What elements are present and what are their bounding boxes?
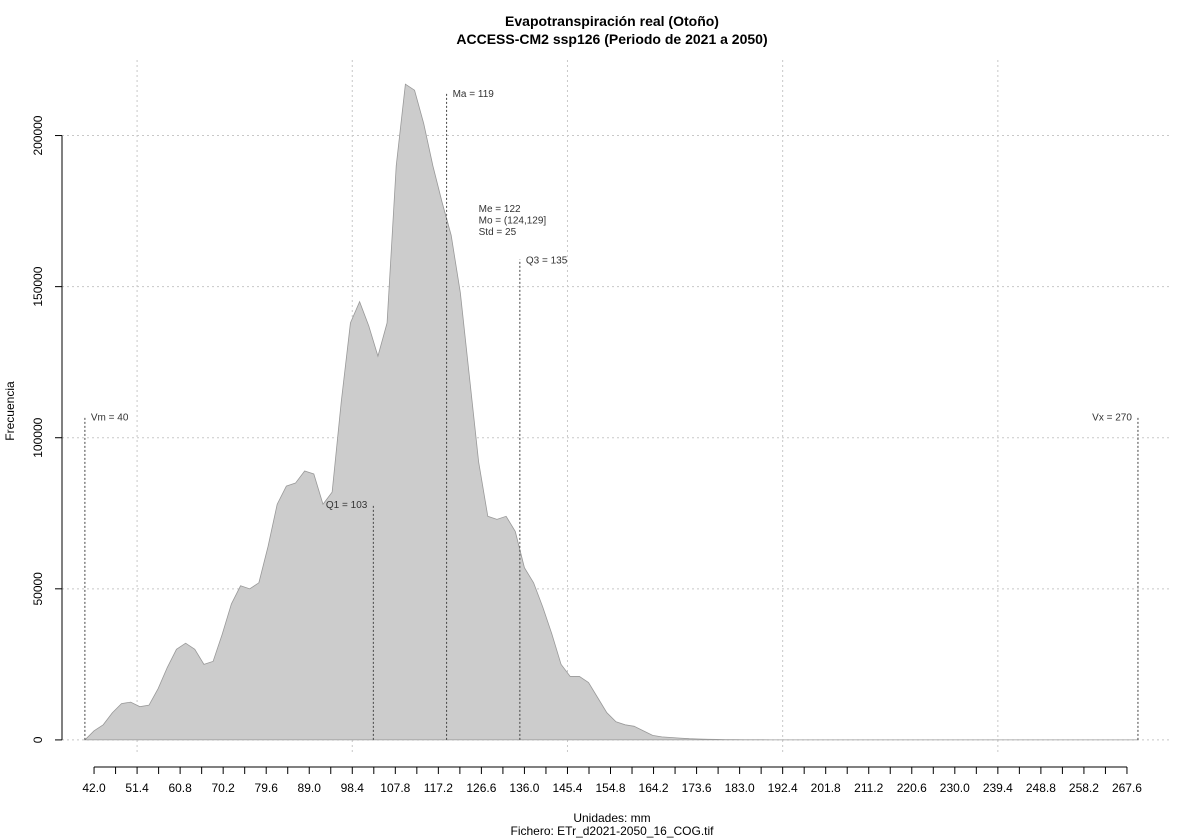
y-tick-label: 50000: [31, 572, 45, 606]
chart-subtitle: ACCESS-CM2 ssp126 (Periodo de 2021 a 205…: [456, 31, 767, 47]
x-axis: 42.0 51.4 60.8 70.2 79.6 89.0 98.4 107.8 117.2 12…: [82, 766, 1142, 795]
x-tick-label: 258.2: [1069, 781, 1099, 795]
x-tick-label: 211.2: [854, 781, 883, 795]
x-tick-label: 126.6: [466, 781, 496, 795]
x-tick-label: 107.8: [380, 781, 410, 795]
x-tick-label: 60.8: [168, 781, 192, 795]
file-caption: Fichero: ETr_d2021-2050_16_COG.tif: [511, 824, 715, 838]
stat-markers: Vm = 40 Q1 = 103 Ma = 119 Q3 = 135 Vx = 270: [84, 89, 1139, 740]
x-tick-label: 89.0: [298, 781, 322, 795]
marker-label: Q1 = 103: [326, 500, 368, 511]
x-tick-label: 248.8: [1026, 781, 1056, 795]
marker-label: Vx = 270: [1092, 413, 1132, 424]
y-tick-label: 150000: [31, 266, 45, 306]
chart-title: Evapotranspiración real (Otoño): [505, 13, 719, 29]
x-tick-label: 79.6: [255, 781, 279, 795]
stats-line: Mo = (124,129]: [479, 216, 547, 227]
marker-label: Q3 = 135: [526, 255, 568, 266]
x-tick-label: 42.0: [82, 781, 106, 795]
x-tick-label: 183.0: [725, 781, 755, 795]
x-tick-label: 220.6: [897, 781, 927, 795]
x-tick-label: 154.8: [595, 781, 625, 795]
y-axis: 0 50000 100000 150000 200000: [31, 115, 63, 743]
y-tick-label: 0: [31, 736, 45, 743]
x-tick-label: 239.4: [983, 781, 1013, 795]
x-tick-label: 267.6: [1112, 781, 1142, 795]
x-tick-label: 173.6: [682, 781, 712, 795]
marker-label: Ma = 119: [453, 89, 495, 100]
x-tick-label: 51.4: [125, 781, 149, 795]
x-tick-label: 164.2: [639, 781, 669, 795]
density-area: [83, 83, 1138, 741]
x-tick-label: 98.4: [341, 781, 365, 795]
y-tick-label: 200000: [31, 115, 45, 155]
x-tick-label: 70.2: [211, 781, 235, 795]
area-fill: [83, 83, 1138, 741]
x-tick-label: 230.0: [940, 781, 970, 795]
x-tick-label: 145.4: [552, 781, 582, 795]
x-axis-label: Unidades: mm: [573, 811, 650, 825]
y-tick-label: 100000: [31, 417, 45, 457]
marker-label: Vm = 40: [91, 413, 129, 424]
stats-line: Std = 25: [479, 227, 517, 238]
stats-line: Me = 122: [479, 204, 521, 215]
x-tick-label: 136.0: [509, 781, 539, 795]
x-tick-label: 117.2: [424, 781, 453, 795]
x-tick-label: 201.8: [811, 781, 841, 795]
y-axis-label: Frecuencia: [3, 381, 17, 441]
x-tick-label: 192.4: [768, 781, 798, 795]
